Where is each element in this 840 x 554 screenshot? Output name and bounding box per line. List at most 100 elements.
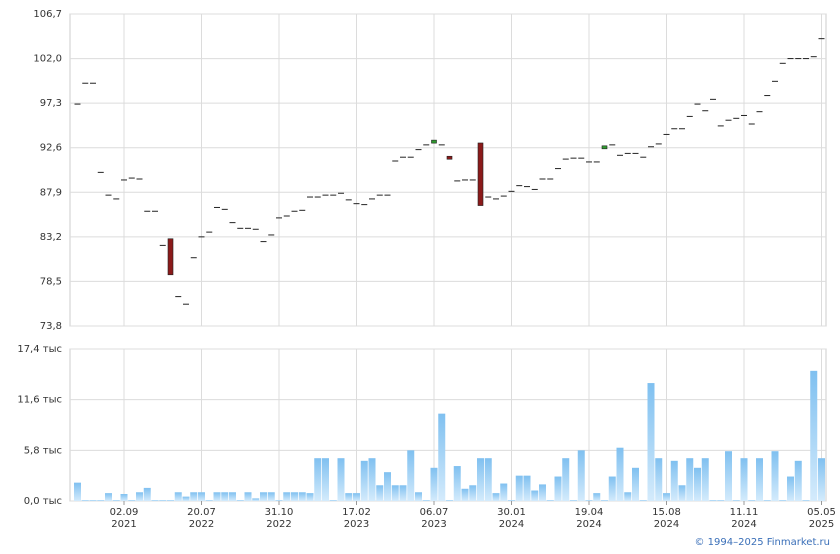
x-tick-label: 19.04 [575, 507, 604, 518]
volume-bar [283, 492, 291, 501]
volume-bar [120, 494, 128, 501]
volume-bar [151, 500, 159, 501]
volume-bar [469, 485, 477, 501]
credit[interactable]: © 1994–2025 Finmarket.ru [694, 537, 830, 548]
volume-bar [492, 493, 500, 501]
volume-bar [624, 492, 632, 501]
volume-bar [74, 482, 81, 501]
price-panel [69, 13, 827, 327]
x-tick-year: 2022 [266, 519, 291, 530]
volume-bar [577, 450, 585, 501]
volume-bar [508, 500, 515, 501]
volume-bar [430, 467, 438, 501]
candle [446, 155, 453, 160]
volume-bar [686, 458, 694, 501]
volume-bar [267, 492, 275, 501]
y-tick-label: 78,5 [40, 276, 62, 287]
volume-bar [554, 476, 562, 501]
volume-bar [647, 383, 655, 501]
volume-bar [484, 458, 492, 501]
volume-bar [539, 484, 546, 501]
volume-bar [244, 492, 252, 501]
volume-bar [771, 451, 779, 501]
volume-bar [128, 500, 136, 501]
x-tick-year: 2023 [421, 519, 446, 530]
volume-bar [477, 458, 484, 501]
x-tick-year: 2024 [499, 519, 524, 530]
volume-bar [725, 451, 732, 501]
volume-bar [523, 475, 531, 501]
x-tick-label: 05.05 [807, 507, 836, 518]
x-tick-label: 06.07 [420, 507, 449, 518]
volume-bar [112, 500, 120, 501]
volume-bar [306, 493, 314, 501]
volume-bar [670, 460, 678, 501]
volume-bar [407, 450, 415, 501]
x-tick-label: 20.07 [187, 507, 216, 518]
volume-bar [546, 500, 554, 501]
volume-bar [260, 492, 267, 501]
candle [431, 139, 437, 144]
volume-bar [531, 490, 539, 501]
volume-bar [182, 496, 190, 501]
volume-bar [81, 500, 89, 501]
volume-bar [461, 488, 469, 501]
x-tick-label: 15.08 [652, 507, 681, 518]
volume-bar [709, 500, 717, 501]
x-tick-year: 2021 [111, 519, 136, 530]
volume-bar [802, 500, 810, 501]
volume-bar [515, 475, 523, 501]
y-tick-label: 73,8 [40, 321, 62, 332]
x-tick-label: 02.09 [110, 507, 139, 518]
y-tick-label: 0,0 тыс [24, 496, 62, 507]
x-tick-year: 2022 [189, 519, 214, 530]
y-tick-label: 83,2 [40, 232, 62, 243]
y-tick-label: 97,3 [40, 98, 62, 109]
volume-bar [213, 492, 221, 501]
volume-bar [143, 487, 151, 501]
x-tick-label: 11.11 [730, 507, 759, 518]
volume-bar [593, 493, 601, 501]
volume-bar [779, 500, 787, 501]
volume-bar [678, 485, 686, 501]
y-tick-label: 106,7 [33, 9, 62, 20]
volume-bar [787, 476, 794, 501]
y-tick-label: 87,9 [40, 187, 62, 198]
volume-bar [701, 458, 709, 501]
volume-bar [353, 493, 360, 501]
volume-bar [376, 485, 384, 501]
volume-bar [89, 500, 97, 501]
volume-bar [399, 485, 407, 501]
volume-bar [818, 458, 825, 501]
x-tick-year: 2024 [576, 519, 601, 530]
volume-bar [314, 458, 322, 501]
volume-bar [229, 492, 236, 501]
volume-bar [655, 458, 663, 501]
y-tick-label: 11,6 тыс [17, 395, 62, 406]
y-tick-label: 102,0 [33, 54, 62, 65]
candle [601, 145, 608, 150]
x-tick-label: 17.02 [342, 507, 371, 518]
volume-bar [663, 493, 670, 501]
y-tick-label: 17,4 тыс [17, 344, 62, 355]
volume-bar [756, 458, 763, 501]
volume-bar [236, 500, 244, 501]
y-tick-label: 92,6 [40, 143, 62, 154]
x-tick-year: 2024 [654, 519, 679, 530]
volume-bar [453, 466, 461, 501]
volume-bar [763, 500, 771, 501]
volume-bar [322, 458, 329, 501]
volume-bar [368, 458, 376, 501]
volume-bar [717, 500, 725, 501]
volume-bar [794, 460, 802, 501]
volume-bar [422, 500, 430, 501]
volume-bar [810, 370, 818, 501]
candle [477, 142, 484, 206]
volume-bar [159, 500, 167, 501]
x-tick-year: 2024 [731, 519, 756, 530]
volume-bar [337, 458, 345, 501]
volume-bar [221, 492, 229, 501]
volume-panel [69, 348, 827, 502]
candle [167, 238, 174, 276]
volume-bar [562, 458, 570, 501]
